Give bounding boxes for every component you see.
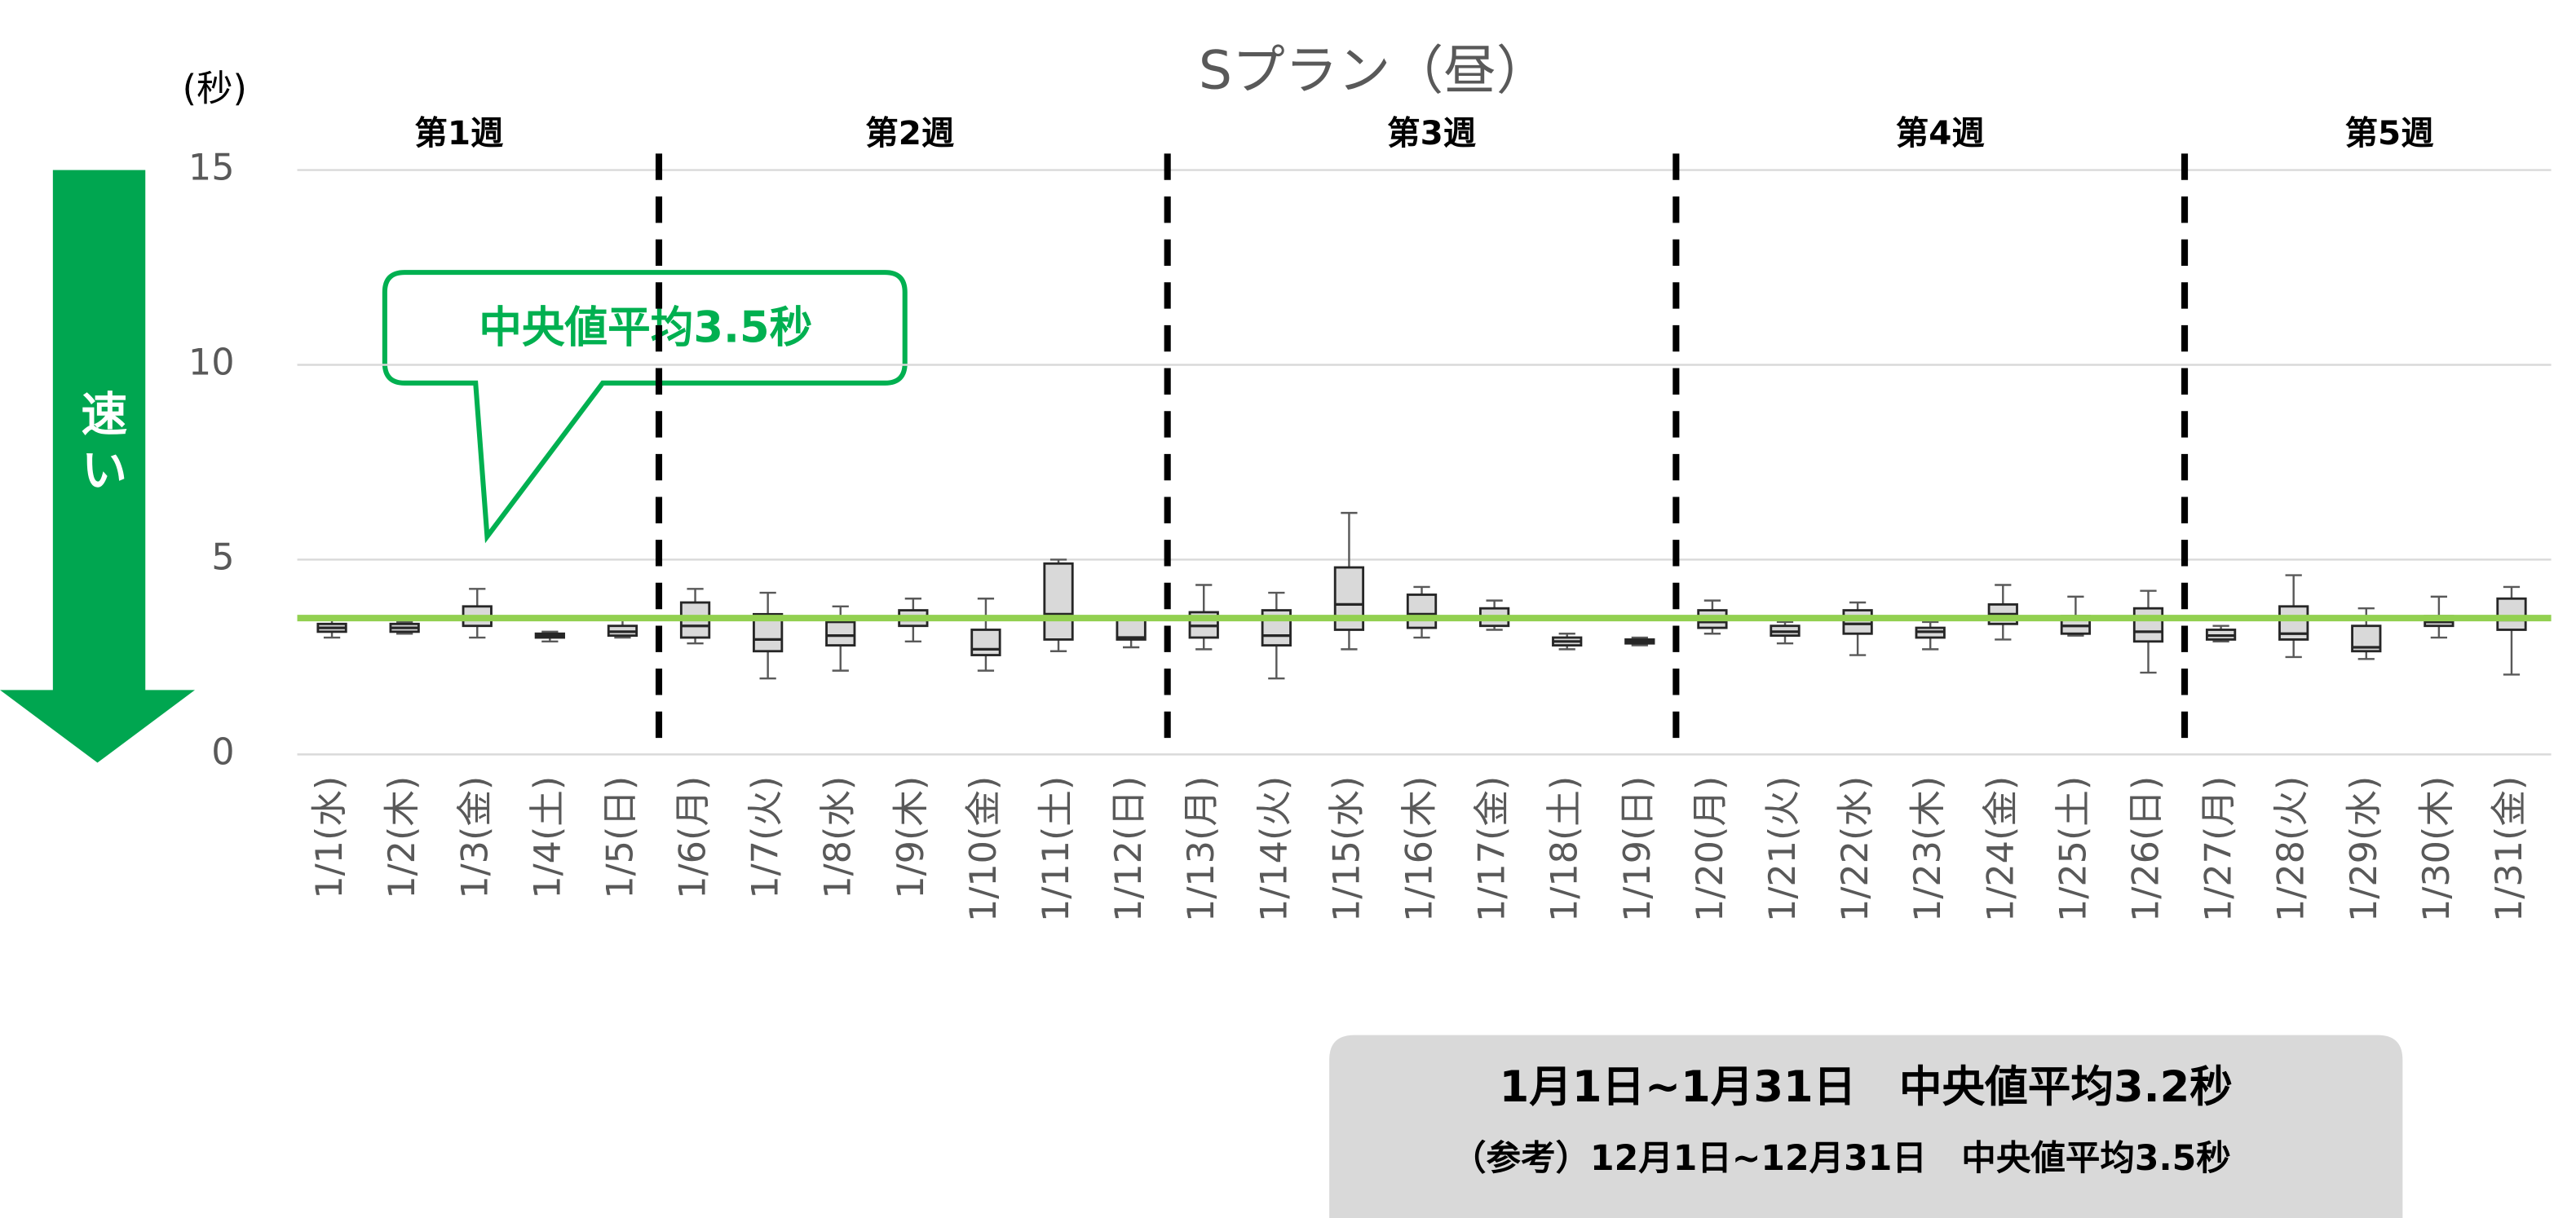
week-label: 第5週 — [2345, 113, 2435, 152]
chart-title: Sプラン（昼） — [1199, 41, 1549, 102]
x-tick-label: 1/14(火) — [1253, 776, 1295, 922]
x-tick-label: 1/25(土) — [2052, 776, 2094, 922]
box-plot — [2132, 589, 2164, 674]
box — [1043, 562, 1074, 641]
x-tick-label: 1/23(木) — [1907, 776, 1949, 922]
x-tick-label: 1/21(火) — [1761, 776, 1804, 922]
box-plot — [389, 620, 420, 635]
box-plot — [1552, 633, 1583, 651]
callout-text: 中央値平均3.5秒 — [479, 303, 812, 353]
x-tick-label: 1/11(土) — [1035, 776, 1077, 922]
arrow-head — [0, 690, 195, 763]
box — [825, 620, 856, 647]
x-tick-label: 1/4(土) — [526, 776, 568, 899]
x-tick-label: 1/28(火) — [2270, 776, 2313, 922]
box-plot — [2351, 607, 2382, 660]
x-tick-label: 1/5(日) — [599, 776, 641, 899]
y-tick-label: 0 — [211, 730, 234, 773]
x-tick-label: 1/16(木) — [1398, 776, 1441, 922]
x-tick-label: 1/24(金) — [1979, 776, 2021, 922]
box-plot — [2278, 574, 2309, 659]
arrow-shaft — [52, 170, 146, 692]
x-tick-label: 1/30(木) — [2415, 776, 2458, 922]
box — [1406, 594, 1438, 629]
week-label: 第2週 — [865, 113, 955, 152]
week-label: 第3週 — [1387, 113, 1477, 152]
box — [2132, 607, 2164, 643]
x-tick-label: 1/31(金) — [2488, 776, 2530, 922]
x-tick-label: 1/17(金) — [1471, 776, 1513, 922]
x-tick-label: 1/8(水) — [817, 776, 859, 899]
x-tick-label: 1/22(水) — [1834, 776, 1876, 922]
box-plot — [2205, 624, 2237, 643]
box — [2496, 597, 2527, 631]
box-plot — [1624, 636, 1655, 647]
summary-line: （参考）12月1日~12月31日 中央値平均3.5秒 — [1451, 1139, 2231, 1179]
box-plot — [1333, 511, 1365, 651]
y-axis-label: (秒) — [183, 67, 247, 109]
arrow-label: 速い — [73, 390, 127, 502]
x-tick-label: 1/20(月) — [1689, 776, 1731, 922]
x-tick-label: 1/26(日) — [2124, 776, 2167, 922]
x-tick-label: 1/2(木) — [381, 776, 423, 899]
box-plot — [753, 591, 784, 680]
box-plot — [1987, 584, 2018, 641]
summary-bg — [1329, 1035, 2403, 1218]
box — [1842, 609, 1873, 635]
x-tick-label: 1/13(月) — [1180, 776, 1222, 922]
box-plot — [462, 588, 493, 639]
box-plot — [1261, 591, 1292, 680]
box-plot — [534, 630, 565, 643]
box-plot — [316, 619, 347, 639]
callout-bubble — [382, 270, 908, 544]
x-tick-label: 1/19(日) — [1616, 776, 1659, 922]
x-tick-label: 1/10(金) — [962, 776, 1005, 922]
x-tick-label: 1/7(火) — [745, 776, 787, 899]
x-tick-label: 1/3(金) — [453, 776, 496, 899]
box-plot — [1043, 558, 1074, 652]
box — [970, 629, 1001, 656]
week-label: 第1週 — [414, 113, 504, 152]
callout: 中央値平均3.5秒 — [382, 270, 908, 544]
summary-line: 1月1日~1月31日 中央値平均3.2秒 — [1500, 1062, 2233, 1112]
summary-box: 1月1日~1月31日 中央値平均3.2秒 （参考）12月1日~12月31日 中央… — [1329, 1035, 2403, 1218]
y-tick-label: 5 — [211, 536, 234, 578]
box-plot — [970, 598, 1001, 672]
box-plot — [607, 619, 638, 639]
x-tick-label: 1/18(土) — [1544, 776, 1586, 922]
y-tick-label: 10 — [188, 342, 235, 384]
fast-arrow — [0, 170, 195, 763]
x-tick-label: 1/29(水) — [2343, 776, 2385, 922]
x-tick-label: 1/9(木) — [890, 776, 932, 899]
week-label: 第4週 — [1896, 113, 1986, 152]
x-tick-label: 1/1(水) — [308, 776, 351, 899]
box-plot — [825, 605, 856, 672]
box-plot — [1770, 620, 1801, 645]
x-tick-label: 1/15(水) — [1325, 776, 1368, 922]
x-tick-label: 1/27(月) — [2198, 776, 2240, 922]
box-plot — [1842, 601, 1873, 656]
y-tick-label: 15 — [188, 147, 235, 189]
x-tick-label: 1/6(月) — [672, 776, 714, 899]
box-plot — [1116, 616, 1147, 649]
x-tick-label: 1/12(日) — [1107, 776, 1150, 922]
box-plot — [1915, 620, 1946, 651]
box-plot — [1406, 585, 1438, 639]
box-plot — [2496, 585, 2527, 676]
